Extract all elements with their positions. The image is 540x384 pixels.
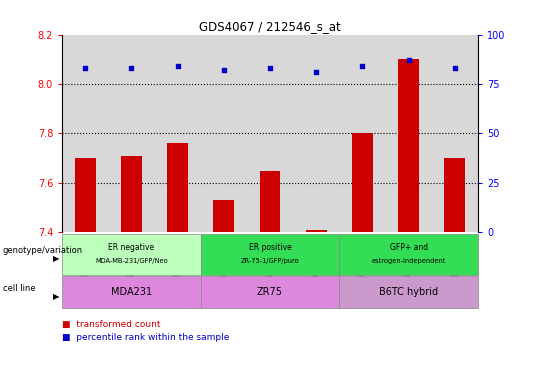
Point bbox=[81, 65, 90, 71]
Text: cell line: cell line bbox=[3, 284, 35, 293]
Bar bbox=[339, 35, 386, 232]
Text: ER negative: ER negative bbox=[109, 243, 154, 252]
Text: estrogen-independent: estrogen-independent bbox=[372, 258, 446, 264]
Point bbox=[312, 69, 321, 75]
Bar bbox=[213, 200, 234, 232]
Bar bbox=[62, 35, 109, 232]
Point bbox=[450, 65, 459, 71]
Text: ▶: ▶ bbox=[53, 255, 60, 263]
Bar bbox=[352, 134, 373, 232]
Text: ZR75: ZR75 bbox=[257, 287, 283, 297]
Text: ▶: ▶ bbox=[53, 292, 60, 301]
Bar bbox=[167, 143, 188, 232]
Bar bbox=[444, 158, 465, 232]
Text: genotype/variation: genotype/variation bbox=[3, 246, 83, 255]
Point bbox=[127, 65, 136, 71]
Bar bbox=[121, 156, 142, 232]
Bar bbox=[386, 35, 431, 232]
Text: MDA-MB-231/GFP/Neo: MDA-MB-231/GFP/Neo bbox=[95, 258, 168, 264]
Bar bbox=[431, 35, 478, 232]
Text: ■  percentile rank within the sample: ■ percentile rank within the sample bbox=[62, 333, 230, 342]
Text: ■  transformed count: ■ transformed count bbox=[62, 320, 160, 329]
Text: ZR-75-1/GFP/puro: ZR-75-1/GFP/puro bbox=[241, 258, 299, 264]
Point bbox=[404, 57, 413, 63]
Bar bbox=[109, 35, 154, 232]
Point bbox=[266, 65, 274, 71]
Bar bbox=[306, 230, 327, 232]
Bar bbox=[247, 35, 293, 232]
Text: ER positive: ER positive bbox=[248, 243, 292, 252]
Point bbox=[173, 63, 182, 69]
Point bbox=[358, 63, 367, 69]
Point bbox=[219, 67, 228, 73]
Text: MDA231: MDA231 bbox=[111, 287, 152, 297]
Bar bbox=[154, 35, 201, 232]
Text: B6TC hybrid: B6TC hybrid bbox=[379, 287, 438, 297]
Bar bbox=[201, 35, 247, 232]
Title: GDS4067 / 212546_s_at: GDS4067 / 212546_s_at bbox=[199, 20, 341, 33]
Bar bbox=[260, 170, 280, 232]
Bar bbox=[75, 158, 96, 232]
Bar bbox=[293, 35, 339, 232]
Text: GFP+ and: GFP+ and bbox=[389, 243, 428, 252]
Bar bbox=[398, 59, 419, 232]
